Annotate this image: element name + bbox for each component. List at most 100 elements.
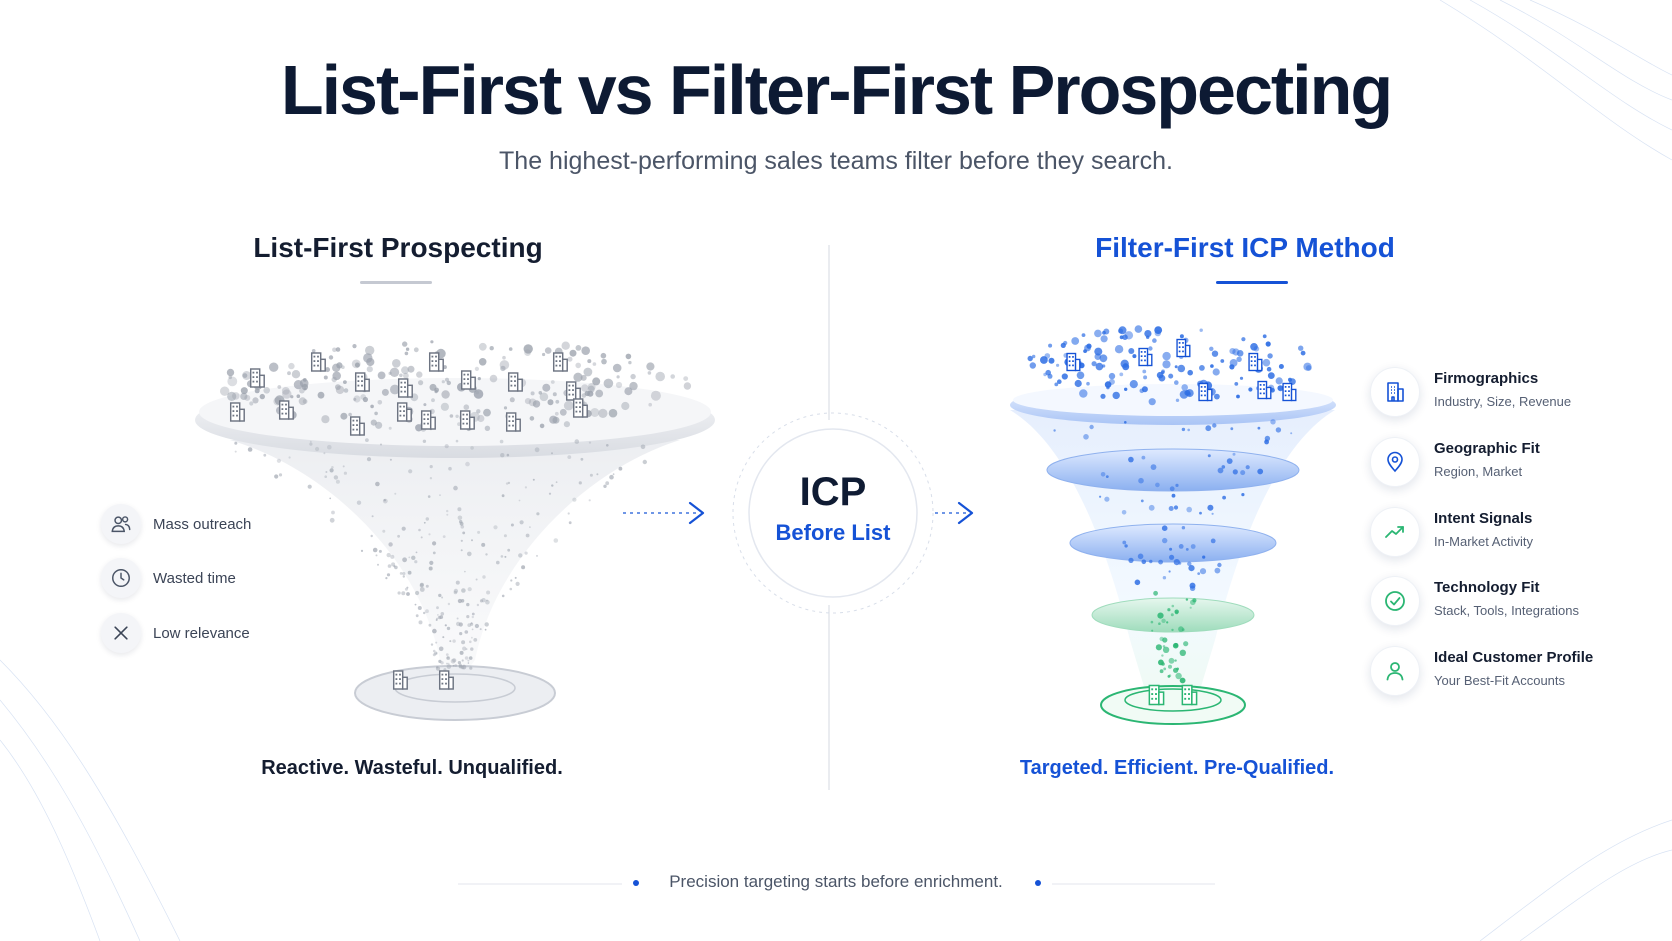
scatter-dot xyxy=(288,362,295,370)
scatter-dot xyxy=(1176,667,1179,671)
scatter-dot xyxy=(1185,389,1194,398)
scatter-dot xyxy=(518,499,521,502)
scatter-dot xyxy=(432,628,437,634)
scatter-dot xyxy=(323,452,326,455)
building-icon xyxy=(354,372,370,392)
scatter-dot xyxy=(621,401,630,411)
scatter-dot xyxy=(452,639,456,643)
scatter-dot xyxy=(403,372,409,379)
scatter-dot xyxy=(523,344,533,354)
scatter-dot xyxy=(383,499,386,502)
scatter-dot xyxy=(587,359,592,364)
scatter-dot xyxy=(514,576,517,579)
scatter-dot xyxy=(388,542,393,547)
scatter-dot xyxy=(1089,424,1094,430)
scatter-dot xyxy=(456,617,459,620)
building-icon xyxy=(1138,347,1153,367)
building-icon xyxy=(1370,367,1420,417)
list-first-tagline: Reactive. Wasteful. Unqualified. xyxy=(261,757,563,779)
scatter-dot xyxy=(401,591,406,596)
scatter-dot xyxy=(1253,346,1260,352)
scatter-dot xyxy=(1275,377,1283,385)
scatter-dot xyxy=(1150,620,1154,624)
scatter-dot xyxy=(476,603,480,607)
scatter-dot xyxy=(477,530,481,534)
scatter-dot xyxy=(501,494,505,498)
scatter-dot xyxy=(476,409,481,414)
scatter-dot xyxy=(551,484,554,487)
scatter-dot xyxy=(467,662,470,664)
scatter-dot xyxy=(458,663,462,667)
scatter-dot xyxy=(417,606,422,610)
result-ring-outer xyxy=(1100,685,1246,725)
scatter-dot xyxy=(457,598,462,604)
scatter-dot xyxy=(445,377,449,382)
scatter-dot xyxy=(457,422,461,426)
scatter-dot xyxy=(356,500,362,505)
scatter-dot xyxy=(559,408,567,416)
scatter-dot xyxy=(329,468,334,473)
scatter-dot xyxy=(402,557,407,563)
scatter-dot xyxy=(1083,349,1087,353)
scatter-dot xyxy=(1146,335,1150,339)
scatter-dot xyxy=(1232,348,1240,356)
filter-first-underline xyxy=(1216,281,1288,284)
scatter-dot xyxy=(446,509,449,513)
scatter-dot xyxy=(539,392,549,402)
scatter-dot xyxy=(467,659,470,662)
scatter-dot xyxy=(441,380,445,384)
scatter-dot xyxy=(457,515,463,521)
building-icon xyxy=(460,370,476,390)
scatter-dot xyxy=(374,411,378,416)
scatter-dot xyxy=(1153,590,1158,596)
scatter-dot xyxy=(477,377,481,381)
scatter-dot xyxy=(581,384,589,392)
scatter-dot xyxy=(1229,364,1235,370)
scatter-dot xyxy=(1124,331,1134,340)
scatter-dot xyxy=(1214,567,1221,574)
scatter-dot xyxy=(1121,510,1127,515)
scatter-dot xyxy=(335,479,340,484)
scatter-dot xyxy=(606,444,609,447)
building-icon xyxy=(397,378,413,398)
scatter-dot xyxy=(432,653,436,657)
scatter-dot xyxy=(392,359,401,368)
scatter-dot xyxy=(259,393,265,400)
scatter-dot xyxy=(442,636,445,639)
scatter-dot xyxy=(506,453,510,457)
scatter-dot xyxy=(324,475,328,479)
building-icons-gray xyxy=(229,352,588,690)
scatter-dot xyxy=(1168,657,1175,664)
scatter-dot xyxy=(453,485,458,491)
scatter-dot xyxy=(1264,439,1268,442)
scatter-dot xyxy=(370,419,377,426)
scatter-dot xyxy=(1134,325,1143,333)
scatter-dot xyxy=(309,440,312,443)
scatter-dot xyxy=(493,525,498,530)
scatter-dot xyxy=(1163,667,1167,671)
building-icon xyxy=(1282,382,1297,402)
scatter-dot xyxy=(646,362,655,371)
filter-first-tagline: Targeted. Efficient. Pre-Qualified. xyxy=(1019,757,1335,779)
scatter-dot xyxy=(1137,553,1144,560)
scatter-dot xyxy=(519,520,524,525)
scatter-dot xyxy=(1179,649,1187,656)
scatter-dot xyxy=(328,355,334,360)
scatter-dot xyxy=(485,599,488,602)
building-icon xyxy=(505,412,521,432)
scatter-dot xyxy=(568,521,572,525)
scatter-dot xyxy=(228,375,233,380)
scatter-dot xyxy=(343,388,349,393)
scatter-dot xyxy=(1288,377,1292,382)
scatter-dot xyxy=(370,534,373,538)
scatter-dot xyxy=(405,347,410,351)
scatter-dot xyxy=(642,459,647,465)
scatter-dot xyxy=(336,362,343,369)
scatter-dot xyxy=(1181,526,1186,530)
scatter-dot xyxy=(1270,419,1276,425)
scatter-dot xyxy=(404,351,409,356)
scatter-dot xyxy=(1290,432,1293,435)
scatter-dot xyxy=(1140,499,1144,503)
feature-title: Intent Signals xyxy=(1434,510,1533,527)
scatter-dot xyxy=(612,473,615,476)
